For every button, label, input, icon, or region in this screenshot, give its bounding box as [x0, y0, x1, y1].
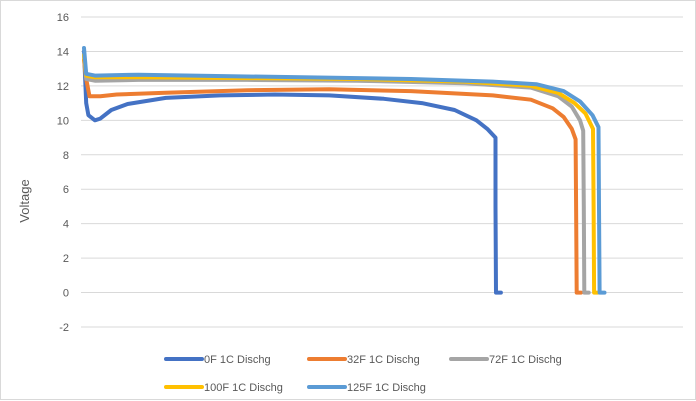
y-tick-labels: -2 0 2 4 6 8 10 12 14 16 [57, 12, 69, 334]
legend-label: 100F 1C Dischg [204, 382, 283, 394]
y-tick-label: 2 [63, 253, 69, 265]
y-tick-label: 10 [57, 115, 69, 127]
gridlines [81, 16, 683, 328]
series-lines [82, 46, 607, 295]
series-line-1 [82, 49, 503, 295]
legend-label: 72F 1C Dischg [489, 354, 562, 366]
y-axis-title: Voltage [17, 179, 32, 222]
legend-item: 32F 1C Dischg [307, 354, 420, 366]
legend-label: 125F 1C Dischg [347, 382, 426, 394]
y-tick-label: 6 [63, 184, 69, 196]
legend-label: 0F 1C Dischg [204, 354, 271, 366]
y-tick-label: 0 [63, 288, 69, 300]
legend-item: 100F 1C Dischg [164, 382, 283, 394]
series-line-5 [82, 46, 607, 295]
legend-item: 125F 1C Dischg [307, 382, 426, 394]
y-tick-label: 8 [63, 150, 69, 162]
y-tick-label: 12 [57, 81, 69, 93]
legend-item: 0F 1C Dischg [164, 354, 271, 366]
series-line-2 [82, 58, 583, 295]
y-tick-label: -2 [59, 322, 69, 334]
y-tick-label: 4 [63, 219, 69, 231]
legend-label: 32F 1C Dischg [347, 354, 420, 366]
y-tick-label: 16 [57, 12, 69, 24]
y-tick-label: 14 [57, 46, 69, 58]
legend: 0F 1C Dischg 32F 1C Dischg 72F 1C Dischg 10… [164, 354, 562, 394]
legend-item: 72F 1C Dischg [449, 354, 562, 366]
